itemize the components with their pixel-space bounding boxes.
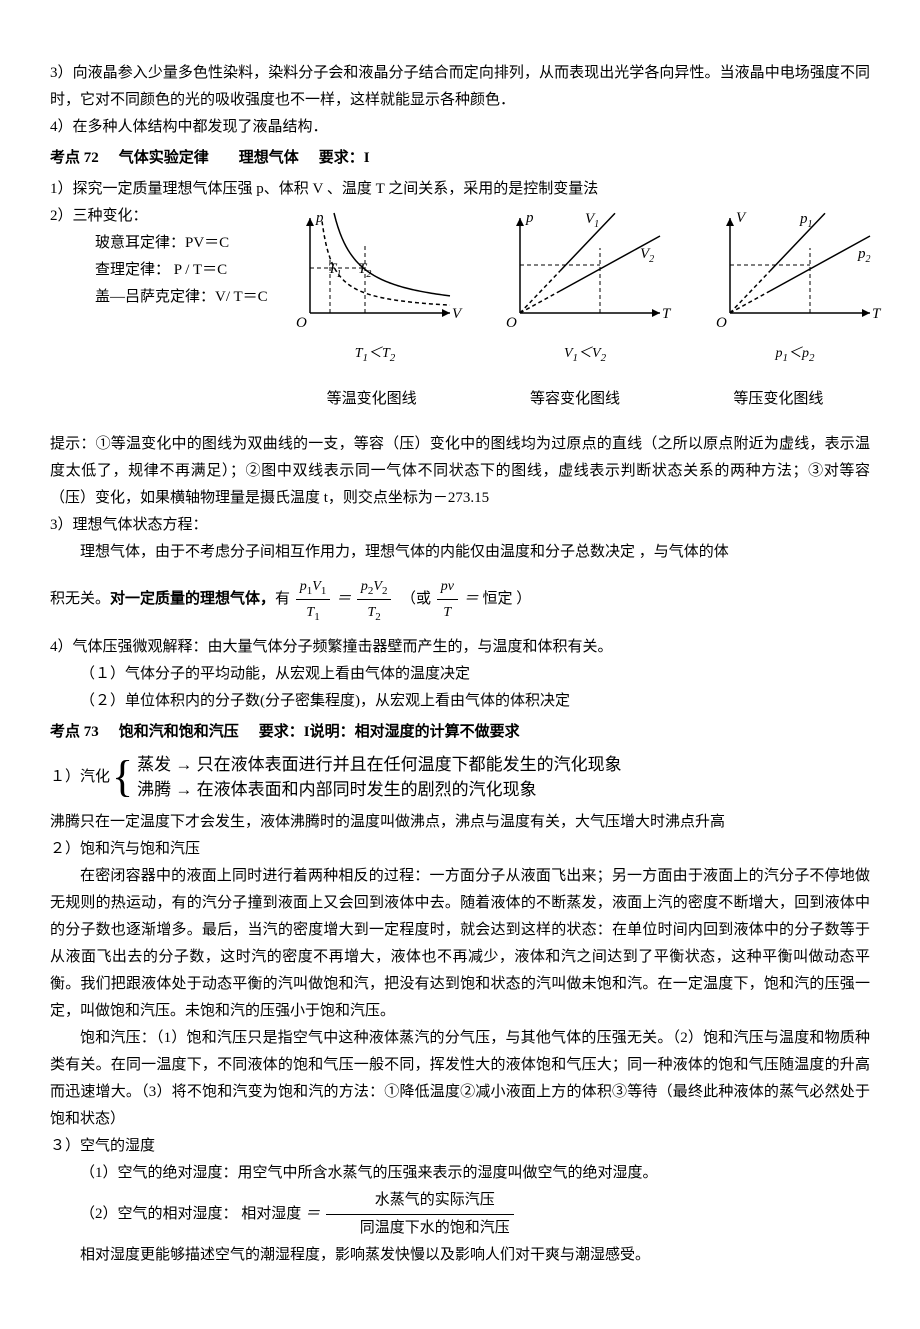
graph-isochoric: p T O V1 V2 V1＜V2: [490, 203, 680, 366]
svg-text:V: V: [452, 306, 463, 322]
brace-top: 蒸发 → 只在液体表面进行并且在任何温度下都能发生的汽化现象: [137, 752, 622, 778]
laws-block: 2）三种变化： 玻意耳定律：PV＝C 查理定律： P / T＝C 盖—吕萨克定律…: [50, 203, 280, 311]
k73-p1b: 沸腾只在一定温度下才会发生，液体沸腾时的温度叫做沸点，沸点与温度有关，大气压增大…: [50, 809, 870, 836]
or-text: （或: [401, 591, 435, 607]
graph3-caption: p1＜p2: [776, 341, 815, 366]
brace-content: 蒸发 → 只在液体表面进行并且在任何温度下都能发生的汽化现象 沸腾 → 在液体表…: [137, 752, 622, 803]
kaodian72-title: 气体实验定律 理想气体: [119, 145, 299, 172]
k73-p3a: （1）空气的绝对湿度：用空气中所含水蒸气的压强来表示的湿度叫做空气的绝对湿度。: [50, 1160, 870, 1187]
graph1-svg: pVOT1T2: [280, 203, 470, 333]
k72-formula-line: 积无关。对一定质量的理想气体，有 p1V1T1 ＝ p2V2T2 （或 pvT …: [50, 574, 870, 625]
formula-prefix: 积无关。: [50, 591, 110, 607]
kaodian73-header: 考点 73 饱和汽和饱和汽压 要求：I说明：相对湿度的计算不做要求: [50, 719, 870, 746]
k73-p2a: 在密闭容器中的液面上同时进行着两种相反的过程：一方面分子从液面飞出来；另一方面由…: [50, 863, 870, 1025]
graphs-block: pVOT1T2 T1＜T2 pTOV1V2 V1＜V2 VTOp1p2 p1＜p…: [280, 203, 890, 366]
k72-hint: 提示：①等温变化中的图线为双曲线的一支，等容（压）变化中的图线均为过原点的直线（…: [50, 431, 870, 512]
kaodian72-number: 考点 72: [50, 145, 99, 172]
frac2: p2V2T2: [357, 574, 392, 625]
k72-laws-and-graphs: 2）三种变化： 玻意耳定律：PV＝C 查理定律： P / T＝C 盖—吕萨克定律…: [50, 203, 870, 366]
eq3: ＝: [305, 1206, 320, 1222]
graph2-caption: V1＜V2: [564, 341, 606, 366]
k72-p4a: 4）气体压强微观解释：由大量气体分子频繁撞击器壁而产生的，与温度和体积有关。: [50, 634, 870, 661]
graph2-label: 等容变化图线: [483, 386, 666, 413]
k72-p1: 1）探究一定质量理想气体压强 p、体积 V 、温度 T 之间关系，采用的是控制变…: [50, 176, 870, 203]
k72-p2: 2）三种变化：: [50, 203, 280, 230]
rel-frac: 水蒸气的实际汽压 同温度下水的饱和汽压: [326, 1187, 514, 1242]
svg-text:T: T: [872, 306, 882, 322]
kaodian73-note: 说明：相对湿度的计算不做要求: [310, 724, 520, 740]
svg-text:V1: V1: [585, 211, 599, 230]
eq2: ＝: [464, 591, 479, 607]
intro-p4: 4）在多种人体结构中都发现了液晶结构．: [50, 114, 870, 141]
intro-p3: 3）向液晶参入少量多色性染料，染料分子会和液晶分子结合而定向排列，从而表现出光学…: [50, 60, 870, 114]
req-label73: 要求：: [259, 724, 304, 740]
graphs-labels-row: 等温变化图线 等容变化图线 等压变化图线: [280, 386, 870, 413]
left-brace-icon: {: [112, 755, 133, 799]
rel-label: 相对湿度: [241, 1206, 301, 1222]
graph1-caption: T1＜T2: [355, 341, 396, 366]
k72-p3-label: 3）理想气体状态方程：: [50, 512, 870, 539]
svg-text:p2: p2: [857, 246, 871, 265]
graph3-label: 等压变化图线: [687, 386, 870, 413]
svg-text:O: O: [506, 315, 517, 331]
svg-text:p1: p1: [799, 211, 813, 230]
brace-bot: 沸腾 → 在液体表面和内部同时发生的剧烈的汽化现象: [137, 777, 622, 803]
formula-mid: 有: [275, 591, 294, 607]
k72-p4c: （２）单位体积内的分子数(分子密集程度)，从宏观上看由气体的体积决定: [50, 688, 870, 715]
svg-text:O: O: [296, 315, 307, 331]
svg-text:p: p: [525, 210, 534, 226]
svg-text:T: T: [662, 306, 672, 322]
k73-p3-label: ３）空气的湿度: [50, 1133, 870, 1160]
rel-num: 水蒸气的实际汽压: [326, 1187, 514, 1215]
p1-label: １）汽化: [50, 764, 110, 791]
svg-text:V2: V2: [640, 246, 654, 265]
law-gaylussac: 盖—吕萨克定律：V/ T＝C: [50, 284, 280, 311]
graph-isothermal: pVOT1T2 T1＜T2: [280, 203, 470, 366]
k72-p4b: （１）气体分子的平均动能，从宏观上看由气体的温度决定: [50, 661, 870, 688]
k73-p2b: 饱和汽压：（1）饱和汽压只是指空气中这种液体蒸汽的分气压，与其他气体的压强无关。…: [50, 1025, 870, 1133]
kaodian73-number: 考点 73: [50, 719, 99, 746]
k73-p3c: 相对湿度更能够描述空气的潮湿程度，影响蒸发快慢以及影响人们对干爽与潮湿感受。: [50, 1242, 870, 1269]
kaodian72-header: 考点 72 气体实验定律 理想气体 要求：I: [50, 145, 870, 172]
law-boyle: 玻意耳定律：PV＝C: [50, 230, 280, 257]
p3b-prefix: （2）空气的相对湿度：: [80, 1206, 238, 1222]
graph2-svg: p T O V1 V2: [490, 203, 680, 333]
k73-p3b: （2）空气的相对湿度： 相对湿度 ＝ 水蒸气的实际汽压 同温度下水的饱和汽压: [50, 1187, 870, 1242]
req-value: I: [364, 150, 370, 166]
rel-den: 同温度下水的饱和汽压: [326, 1215, 514, 1242]
svg-text:O: O: [716, 315, 727, 331]
vaporization-brace: １）汽化 { 蒸发 → 只在液体表面进行并且在任何温度下都能发生的汽化现象 沸腾…: [50, 752, 870, 803]
req-label: 要求：: [319, 150, 364, 166]
k73-p2-label: ２）饱和汽与饱和汽压: [50, 836, 870, 863]
graph3-svg: V T Op1 p2: [700, 203, 890, 333]
k72-p3-body: 理想气体，由于不考虑分子间相互作用力，理想气体的内能仅由温度和分子总数决定 ，与…: [50, 539, 870, 566]
svg-text:V: V: [736, 210, 747, 226]
frac3: pvT: [437, 574, 458, 625]
graph-isobaric: V T Op1 p2 p1＜p2: [700, 203, 890, 366]
graph1-label: 等温变化图线: [280, 386, 463, 413]
law-charles: 查理定律： P / T＝C: [50, 257, 280, 284]
kaodian73-title: 饱和汽和饱和汽压: [119, 719, 239, 746]
frac1: p1V1T1: [296, 574, 331, 625]
eq1: ＝: [336, 591, 351, 607]
formula-tail: 恒定 ）: [482, 591, 531, 607]
formula-bold: 对一定质量的理想气体，: [110, 591, 275, 607]
